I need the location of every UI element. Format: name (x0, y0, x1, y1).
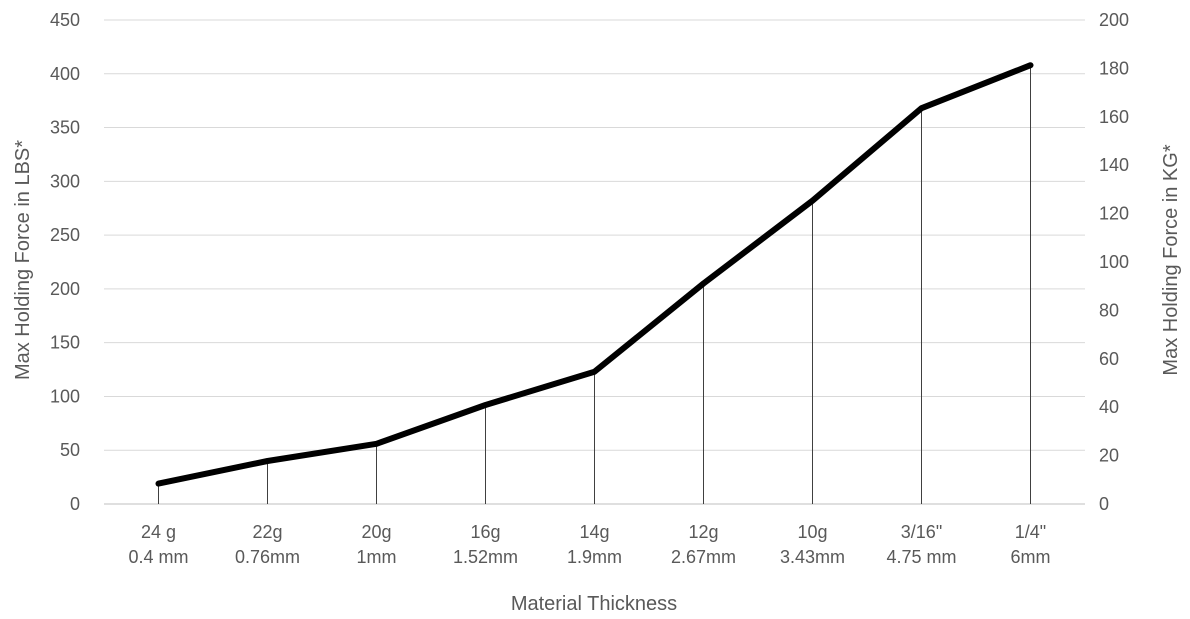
y-axis-left: 0 50 100 150 200 250 300 350 400 450 (50, 10, 80, 514)
y-axis-right: 0 20 40 60 80 100 120 140 160 180 200 (1099, 10, 1129, 514)
y2-tick-label: 180 (1099, 58, 1129, 78)
y2-tick-label: 120 (1099, 204, 1129, 224)
series-group (155, 62, 1034, 487)
x-tick-label: 12g 2.67mm (671, 522, 736, 567)
y2-tick-label: 100 (1099, 252, 1129, 272)
y-tick-label: 450 (50, 10, 80, 30)
y-tick-label: 200 (50, 279, 80, 299)
y2-tick-label: 140 (1099, 155, 1129, 175)
y2-tick-label: 200 (1099, 10, 1129, 30)
y-tick-label: 50 (60, 440, 80, 460)
x-tick-label: 1/4" 6mm (1011, 522, 1051, 567)
y2-tick-label: 160 (1099, 107, 1129, 127)
y-tick-label: 300 (50, 171, 80, 191)
y2-tick-label: 0 (1099, 494, 1109, 514)
x-axis: 24 g 0.4 mm 22g 0.76mm 20g 1mm 16g 1.52mm 14g 1.9… (128, 522, 1050, 567)
x-tick-label: 3/16" 4.75 mm (886, 522, 956, 567)
drop-lines (158, 65, 1031, 504)
y-tick-label: 250 (50, 225, 80, 245)
y2-axis-title: Max Holding Force in KG* (1160, 144, 1182, 375)
x-tick-label: 16g 1.52mm (453, 522, 518, 567)
y2-tick-label: 80 (1099, 300, 1119, 320)
x-tick-label: 24 g 0.4 mm (128, 522, 188, 567)
x-tick-label: 14g 1.9mm (567, 522, 622, 567)
y2-tick-label: 40 (1099, 397, 1119, 417)
y-axis-title: Max Holding Force in LBS* (12, 140, 34, 380)
y-tick-label: 0 (70, 494, 80, 514)
y-tick-label: 350 (50, 118, 80, 138)
x-tick-label: 10g 3.43mm (780, 522, 845, 567)
y2-tick-label: 60 (1099, 349, 1119, 369)
y-tick-label: 400 (50, 64, 80, 84)
x-axis-title: Material Thickness (511, 593, 677, 615)
x-tick-label: 20g 1mm (357, 522, 397, 567)
series-line (155, 62, 1034, 487)
y2-tick-label: 20 (1099, 446, 1119, 466)
x-tick-label: 22g 0.76mm (235, 522, 300, 567)
y-tick-label: 150 (50, 333, 80, 353)
y-tick-label: 100 (50, 386, 80, 406)
